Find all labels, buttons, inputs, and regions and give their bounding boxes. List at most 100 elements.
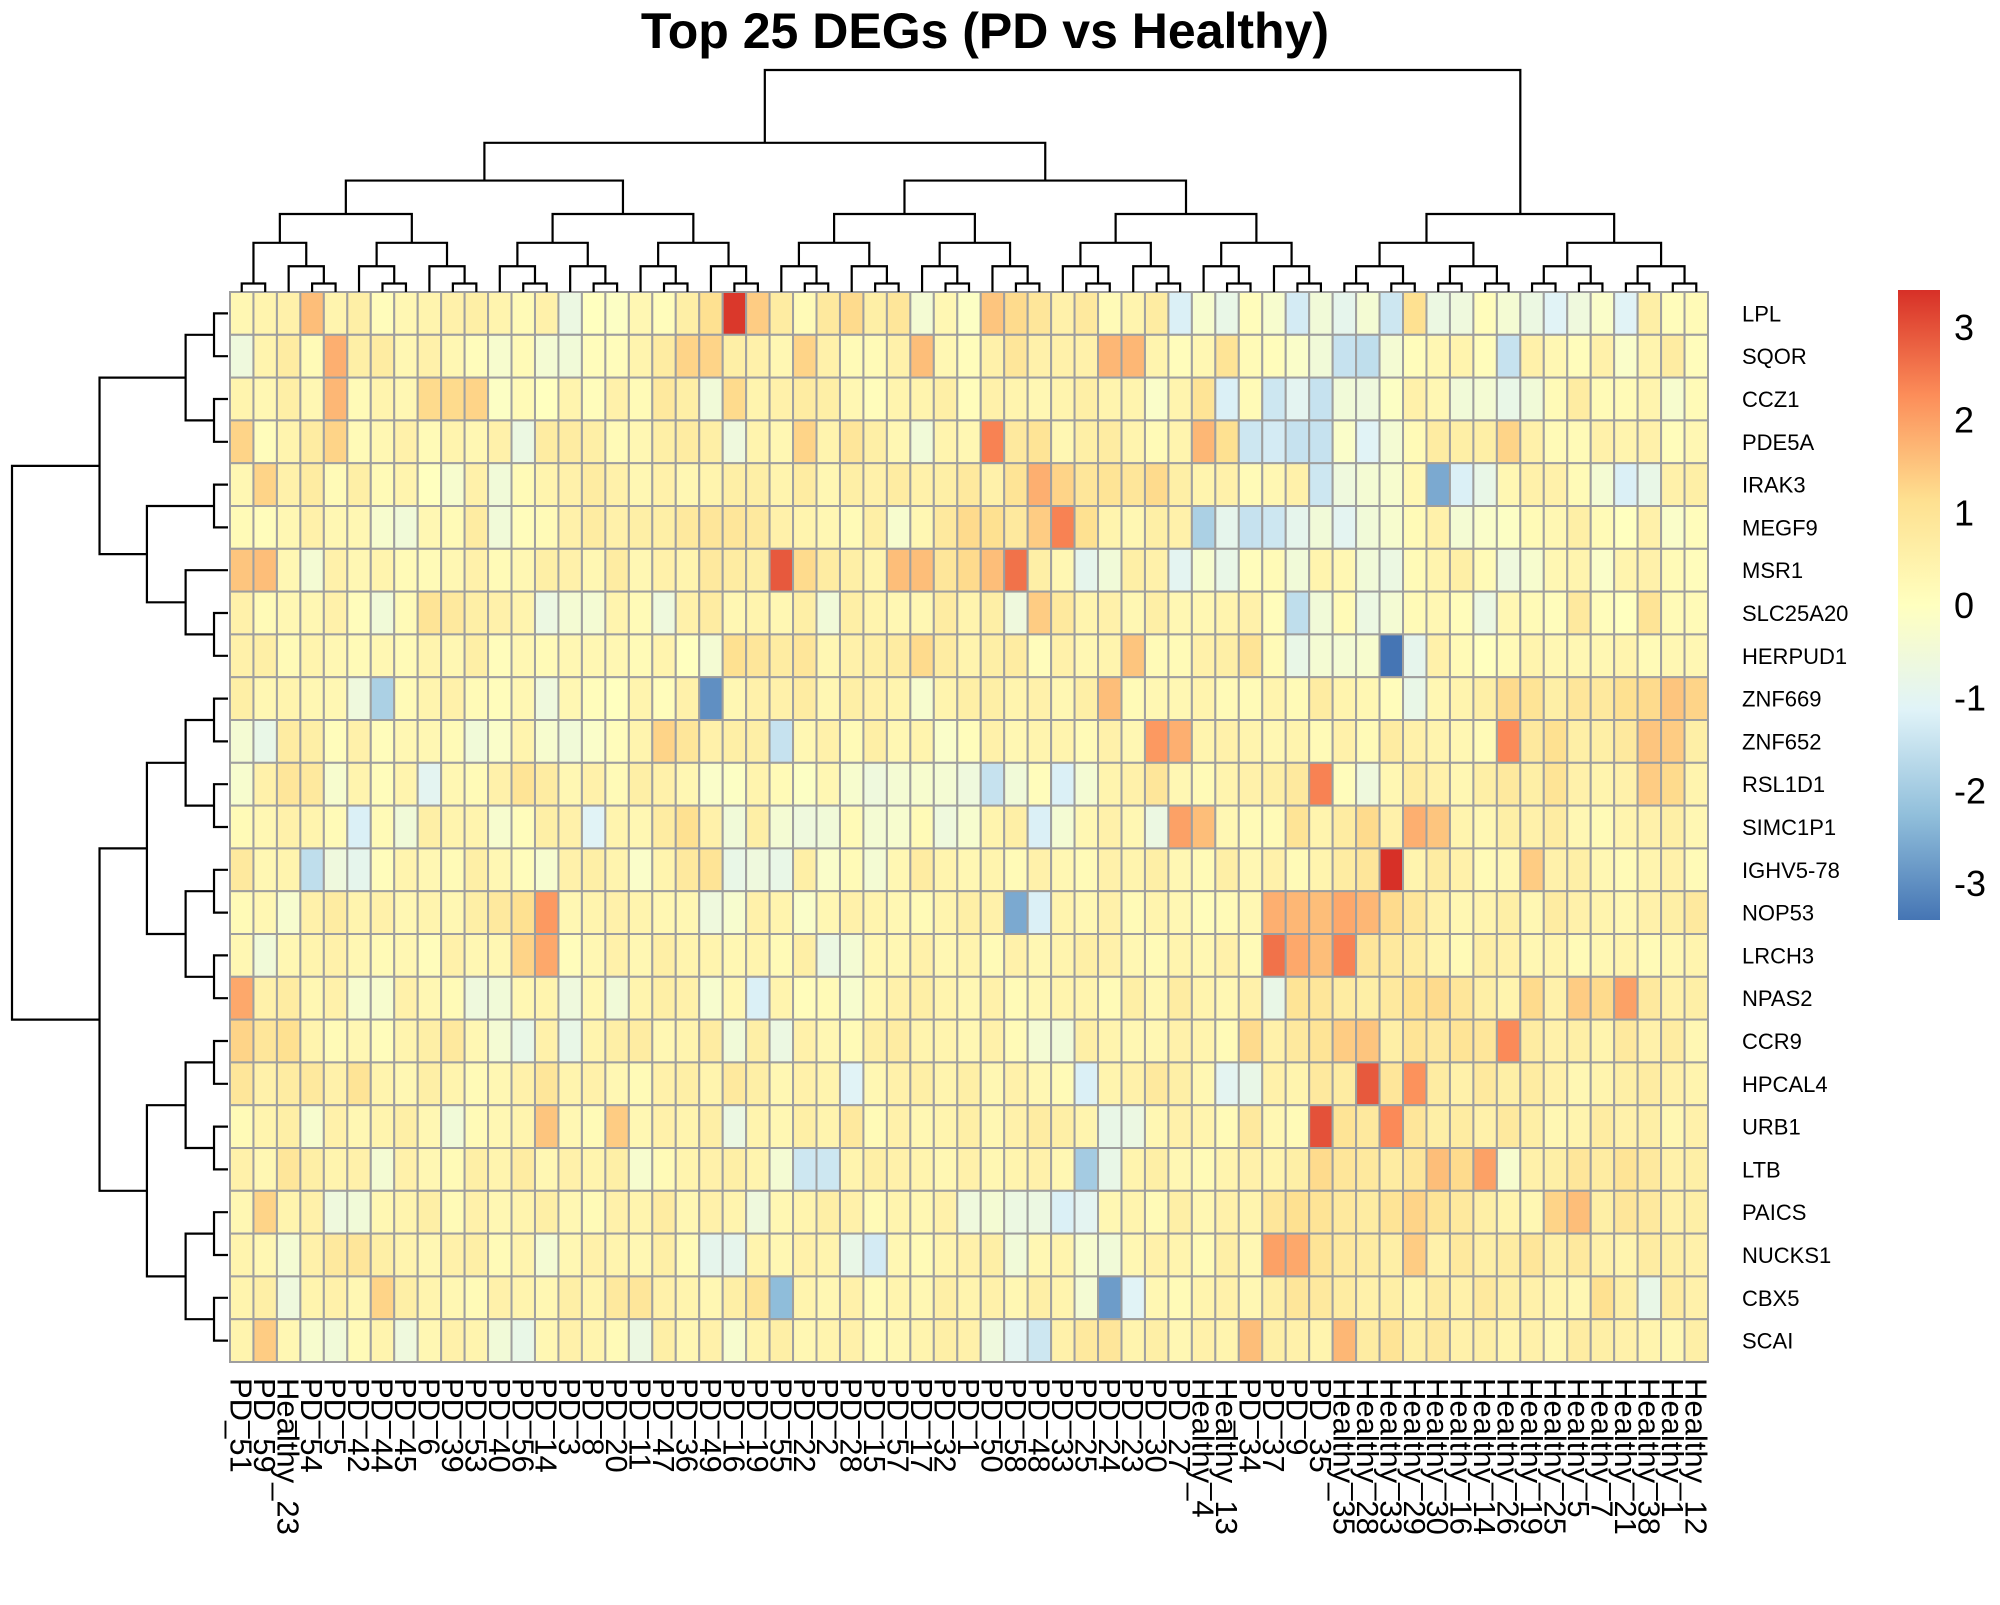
heatmap-cell (1683, 376, 1710, 422)
heatmap-cell (674, 1147, 701, 1192)
heatmap-cell (1073, 590, 1100, 636)
heatmap-cell (815, 1061, 841, 1107)
heatmap-cell (1589, 1104, 1616, 1149)
legend-tick-label: 2 (1954, 400, 1974, 441)
heatmap-cell (604, 376, 630, 422)
heatmap-cell (1495, 547, 1522, 593)
heatmap-cell (1261, 291, 1287, 336)
heatmap-cell (580, 1275, 607, 1321)
heatmap-cell (440, 1275, 466, 1321)
heatmap-cell (792, 590, 818, 636)
heatmap-cell (1495, 376, 1522, 422)
heatmap-cell (369, 761, 396, 807)
heatmap-cell (1355, 291, 1381, 336)
heatmap-cell (862, 847, 888, 893)
heatmap-cell (1519, 1275, 1545, 1321)
heatmap-cell (229, 1275, 255, 1321)
heatmap-cell (674, 462, 701, 508)
heatmap-cell (510, 462, 536, 508)
heatmap-cell (698, 890, 724, 936)
row-label: NOP53 (1742, 901, 1814, 926)
heatmap-cell (1566, 333, 1592, 379)
heatmap-cell (1237, 975, 1264, 1021)
heatmap-cell (580, 676, 607, 722)
heatmap-cell (1143, 847, 1170, 893)
heatmap-cell (557, 676, 583, 722)
heatmap-cell (1636, 505, 1663, 550)
heatmap-cell (1331, 804, 1358, 850)
heatmap-cell (1261, 376, 1287, 422)
heatmap-cell (369, 1318, 396, 1363)
heatmap-cell (1589, 975, 1616, 1021)
heatmap-cell (909, 890, 935, 936)
column-dendrogram-link (1390, 282, 1416, 292)
heatmap-cell (1402, 1104, 1428, 1149)
heatmap-cell (1143, 933, 1170, 978)
heatmap-cell (1050, 933, 1076, 978)
heatmap-cell (1519, 1104, 1545, 1149)
heatmap-cell (346, 719, 372, 764)
heatmap-cell (346, 633, 372, 679)
heatmap-cell (1589, 1189, 1616, 1235)
heatmap-cell (1660, 1104, 1686, 1149)
heatmap-cell (346, 376, 372, 422)
column-label: Healthy_1 (1655, 1378, 1690, 1518)
heatmap-cell (1355, 1104, 1381, 1149)
heatmap-cell (440, 376, 466, 422)
heatmap-cell (1143, 333, 1170, 379)
heatmap-cell (1214, 376, 1240, 422)
heatmap-cell (674, 890, 701, 936)
row-dendrogram-link (212, 1039, 228, 1085)
row-dendrogram-link (184, 890, 215, 978)
heatmap-cell (1073, 1189, 1100, 1235)
heatmap-cell (510, 1061, 536, 1107)
heatmap-cell (862, 933, 888, 978)
heatmap-cell (275, 719, 302, 764)
heatmap-cell (369, 804, 396, 850)
heatmap-cell (1355, 333, 1381, 379)
heatmap-cell (1472, 1232, 1498, 1278)
heatmap-cell (1589, 804, 1616, 850)
heatmap-cell (627, 1232, 654, 1278)
heatmap-cell (1190, 1318, 1217, 1363)
heatmap-cell (1589, 719, 1616, 764)
column-label: PD_20 (599, 1378, 634, 1473)
heatmap-cell (1636, 291, 1663, 336)
heatmap-cell (1519, 505, 1545, 550)
heatmap-cell (440, 975, 466, 1021)
heatmap-cell (416, 804, 443, 850)
heatmap-cell (1660, 1018, 1686, 1064)
heatmap-cell (721, 1189, 748, 1235)
heatmap-cell (229, 1232, 255, 1278)
heatmap-cell (1613, 291, 1639, 336)
heatmap-cell (745, 505, 771, 550)
legend-tick-label: 3 (1954, 307, 1974, 348)
column-dendrogram (240, 68, 1698, 292)
heatmap-cell (1308, 590, 1334, 636)
heatmap-cell (1519, 291, 1545, 336)
heatmap-cell (416, 590, 443, 636)
heatmap-cell (815, 505, 841, 550)
heatmap-cell (1566, 676, 1592, 722)
column-label: PD_5 (318, 1378, 353, 1456)
heatmap-cell (909, 1147, 935, 1192)
heatmap-cell (651, 1318, 677, 1363)
heatmap-cell (580, 890, 607, 936)
heatmap-cell (1284, 1147, 1311, 1192)
heatmap-cell (932, 847, 959, 893)
row-dendrogram-link (212, 1296, 228, 1342)
heatmap-cell (909, 291, 935, 336)
heatmap-cell (1519, 847, 1545, 893)
heatmap-cell (1402, 333, 1428, 379)
heatmap-cell (792, 547, 818, 593)
heatmap-cell (1143, 719, 1170, 764)
heatmap-cell (1073, 419, 1100, 465)
heatmap-cell (792, 633, 818, 679)
heatmap-cell (322, 1232, 349, 1278)
heatmap-cell (1284, 633, 1311, 679)
heatmap-cell (1120, 590, 1146, 636)
heatmap-cell (651, 1061, 677, 1107)
heatmap-cell (1448, 1275, 1475, 1321)
heatmap-cell (1073, 1275, 1100, 1321)
